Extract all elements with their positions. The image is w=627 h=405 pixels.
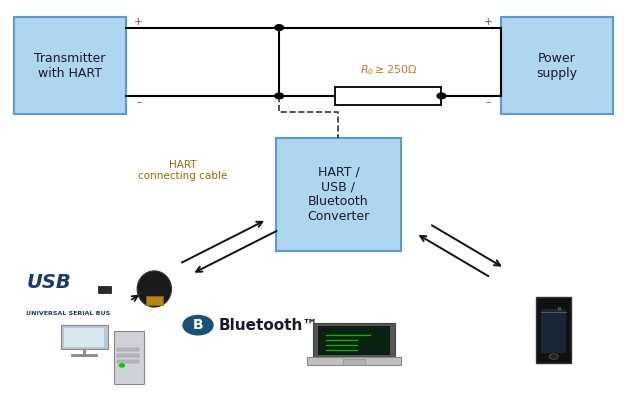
- Bar: [98, 286, 110, 293]
- FancyBboxPatch shape: [276, 138, 401, 251]
- Bar: [64, 328, 104, 347]
- Circle shape: [119, 364, 124, 367]
- FancyBboxPatch shape: [501, 17, 613, 114]
- Circle shape: [275, 93, 283, 99]
- Bar: [318, 326, 390, 355]
- Bar: [145, 296, 163, 305]
- Circle shape: [275, 25, 283, 30]
- Bar: [335, 87, 441, 105]
- Text: |||: |||: [557, 306, 561, 310]
- Bar: [536, 297, 571, 363]
- Text: B: B: [192, 318, 203, 332]
- Bar: [314, 323, 394, 357]
- Bar: [307, 356, 401, 365]
- Text: Power
supply: Power supply: [537, 52, 577, 80]
- Text: +: +: [134, 17, 143, 27]
- Circle shape: [183, 315, 213, 335]
- Text: Bluetooth™: Bluetooth™: [219, 318, 319, 333]
- Text: +: +: [484, 17, 493, 27]
- Text: $R_o \geq 250\Omega$: $R_o \geq 250\Omega$: [359, 63, 417, 77]
- Circle shape: [437, 93, 446, 99]
- Bar: [117, 354, 139, 357]
- Bar: [117, 360, 139, 363]
- Text: HART /
USB /
Bluetooth
Converter: HART / USB / Bluetooth Converter: [307, 166, 369, 224]
- Text: –: –: [486, 97, 491, 107]
- Circle shape: [549, 354, 558, 359]
- Text: HART
connecting cable: HART connecting cable: [138, 160, 227, 181]
- Text: USB: USB: [26, 273, 71, 292]
- Bar: [61, 325, 107, 349]
- Bar: [117, 348, 139, 351]
- Text: UNIVERSAL SERIAL BUS: UNIVERSAL SERIAL BUS: [26, 311, 110, 315]
- Text: Transmitter
with HART: Transmitter with HART: [34, 52, 106, 80]
- Bar: [343, 359, 366, 364]
- FancyBboxPatch shape: [14, 17, 126, 114]
- Bar: [113, 331, 144, 384]
- Bar: [541, 309, 566, 352]
- Ellipse shape: [137, 271, 172, 307]
- Text: –: –: [136, 97, 141, 107]
